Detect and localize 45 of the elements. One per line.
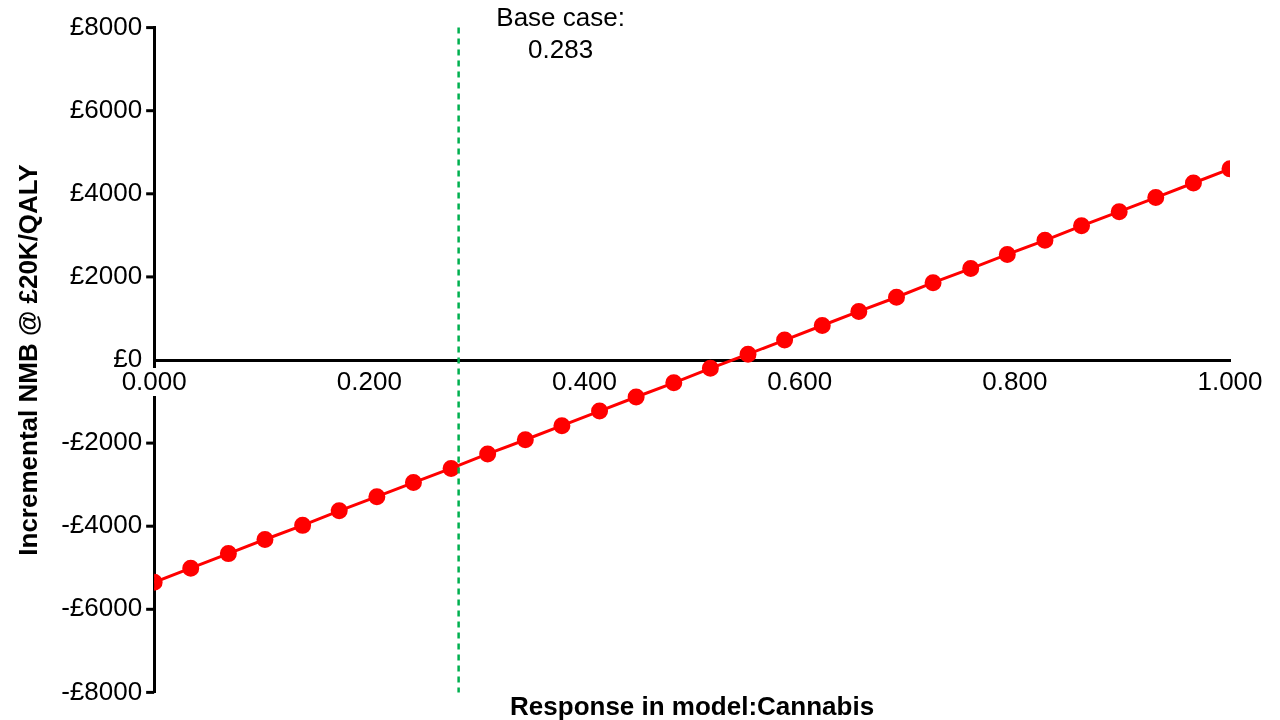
x-tick-label: 0.200: [336, 366, 402, 397]
point: [256, 531, 274, 548]
point: [182, 559, 200, 577]
x-axis-title: Response in model:Cannabis: [510, 690, 875, 720]
point: [850, 302, 868, 320]
x-tick-label: 0.400: [551, 366, 618, 397]
point: [962, 260, 980, 278]
point: [776, 331, 794, 349]
point: [368, 488, 386, 506]
x-tick-label: 0.600: [767, 366, 833, 397]
y-axis-title: Incremental NMB @ £20K/QALY: [12, 164, 43, 556]
point: [1036, 231, 1054, 249]
point: [887, 288, 905, 306]
ref-line-label: Base case: 0.283: [496, 1, 625, 64]
x-tick-label: 0.800: [982, 366, 1048, 397]
point: [739, 345, 757, 363]
point: [553, 417, 571, 435]
point: [516, 431, 534, 449]
point: [1110, 203, 1128, 221]
x-tick-label: 0.000: [121, 366, 187, 397]
y-tick-label: -£4000: [61, 509, 143, 540]
point: [701, 359, 719, 377]
y-tick-label: -£2000: [61, 426, 143, 457]
point: [998, 245, 1016, 263]
y-tick-label: -£8000: [61, 675, 143, 706]
point: [924, 274, 942, 292]
point: [442, 459, 460, 477]
y-tick-label: £8000: [69, 10, 143, 41]
y-tick-label: £4000: [69, 176, 143, 207]
y-tick-label: £2000: [69, 260, 143, 291]
point: [665, 374, 683, 392]
point: [330, 502, 348, 520]
point: [294, 516, 312, 534]
point: [1073, 217, 1091, 235]
point: [1184, 174, 1202, 192]
point: [627, 388, 645, 406]
point: [813, 317, 831, 335]
point: [219, 545, 237, 563]
point: [404, 474, 422, 492]
x-tick-label: 1.000: [1197, 366, 1263, 397]
y-tick-label: £6000: [69, 93, 143, 124]
point: [591, 402, 609, 420]
point: [1147, 189, 1165, 207]
point: [479, 445, 497, 463]
y-tick-label: -£6000: [61, 592, 143, 623]
